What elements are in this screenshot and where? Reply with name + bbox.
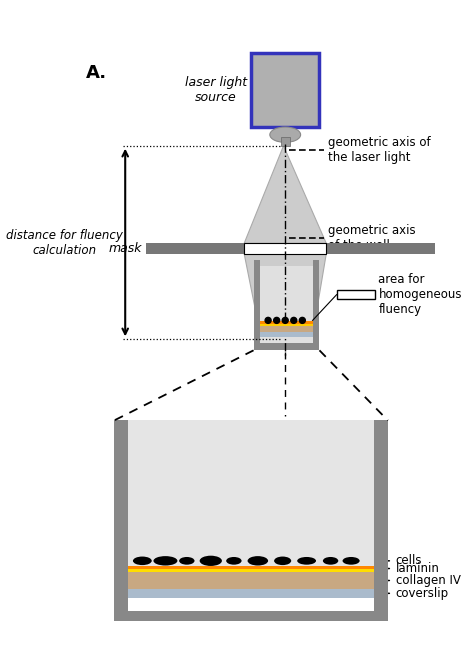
Text: mask: mask xyxy=(109,242,142,255)
Text: B.: B. xyxy=(118,427,137,446)
Ellipse shape xyxy=(270,127,301,142)
Text: laminin: laminin xyxy=(396,562,439,575)
Bar xyxy=(260,266,312,343)
Bar xyxy=(128,421,374,597)
Bar xyxy=(374,421,388,611)
Bar xyxy=(114,421,128,611)
Ellipse shape xyxy=(343,557,360,565)
Bar xyxy=(114,611,388,625)
Bar xyxy=(128,589,374,597)
Bar xyxy=(260,332,312,337)
Bar xyxy=(251,53,319,127)
Ellipse shape xyxy=(133,557,152,565)
Text: geometric axis of
the laser light: geometric axis of the laser light xyxy=(328,136,431,164)
Bar xyxy=(260,324,312,326)
Ellipse shape xyxy=(247,556,268,565)
Text: coverslip: coverslip xyxy=(396,587,449,600)
Circle shape xyxy=(265,317,271,323)
Text: area for
homogeneous
fluency: area for homogeneous fluency xyxy=(378,273,462,316)
Text: distance for fluency
calculation: distance for fluency calculation xyxy=(6,229,123,256)
Bar xyxy=(146,244,244,254)
Text: geometric axis
of the well: geometric axis of the well xyxy=(328,224,416,252)
Bar xyxy=(260,326,312,332)
Text: cells: cells xyxy=(396,555,422,567)
Bar xyxy=(128,572,374,589)
Bar xyxy=(128,566,374,569)
Bar xyxy=(128,568,374,572)
Ellipse shape xyxy=(179,557,194,565)
Bar xyxy=(326,244,435,254)
Polygon shape xyxy=(244,254,326,335)
Bar xyxy=(254,343,319,351)
Polygon shape xyxy=(244,146,326,244)
Bar xyxy=(254,260,260,343)
Ellipse shape xyxy=(274,557,291,565)
Bar xyxy=(244,244,326,254)
Ellipse shape xyxy=(297,557,316,565)
Circle shape xyxy=(273,317,280,323)
Ellipse shape xyxy=(200,556,222,566)
Bar xyxy=(312,260,319,343)
Bar xyxy=(260,321,312,324)
Text: collagen IV: collagen IV xyxy=(396,574,460,587)
Bar xyxy=(337,290,375,299)
Circle shape xyxy=(300,317,305,323)
Ellipse shape xyxy=(154,556,177,565)
Circle shape xyxy=(291,317,297,323)
Ellipse shape xyxy=(323,557,338,565)
Text: laser light
source: laser light source xyxy=(184,76,247,104)
Circle shape xyxy=(282,317,288,323)
Text: A.: A. xyxy=(86,64,107,82)
Ellipse shape xyxy=(226,557,242,565)
Bar xyxy=(281,137,290,146)
